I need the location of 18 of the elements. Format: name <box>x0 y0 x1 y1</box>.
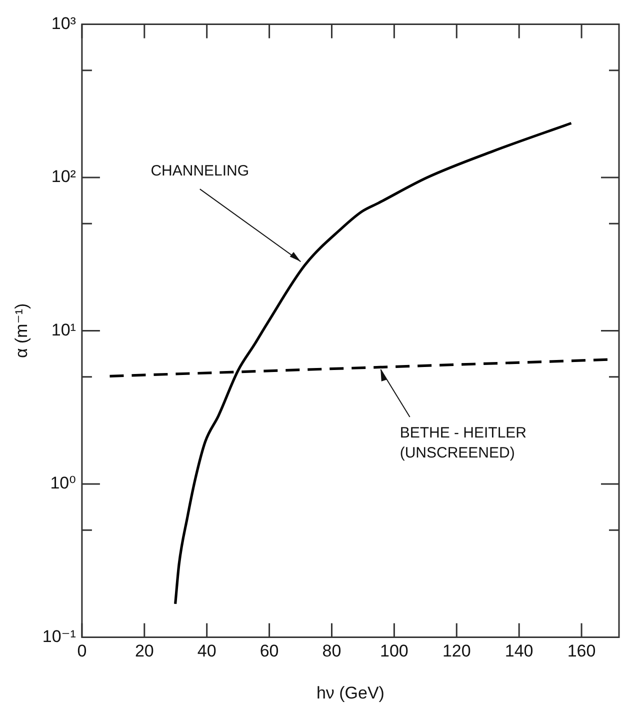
x-tick-label: 100 <box>380 641 408 660</box>
x-tick-label: 0 <box>77 641 87 660</box>
y-axis-title: α (m⁻¹) <box>12 303 31 358</box>
x-tick-label: 160 <box>567 641 596 660</box>
y-tick-label: 10³ <box>51 14 76 33</box>
y-tick-label: 10¹ <box>51 320 76 340</box>
x-axis-title: hν (GeV) <box>316 683 384 702</box>
annotation: BETHE - HEITLER (UNSCREENED) <box>400 424 527 462</box>
y-tick-label: 10² <box>51 167 76 186</box>
annotation: CHANNELING <box>150 162 250 180</box>
x-tick-label: 20 <box>134 641 154 660</box>
x-tick-label: 40 <box>197 641 216 660</box>
y-tick-label: 10⁰ <box>50 474 76 493</box>
x-tick-label: 60 <box>260 641 279 660</box>
y-tick-label: 10⁻¹ <box>42 626 76 646</box>
x-tick-label: 140 <box>504 641 534 660</box>
x-tick-label: 120 <box>442 641 471 660</box>
x-tick-label: 80 <box>322 641 342 660</box>
